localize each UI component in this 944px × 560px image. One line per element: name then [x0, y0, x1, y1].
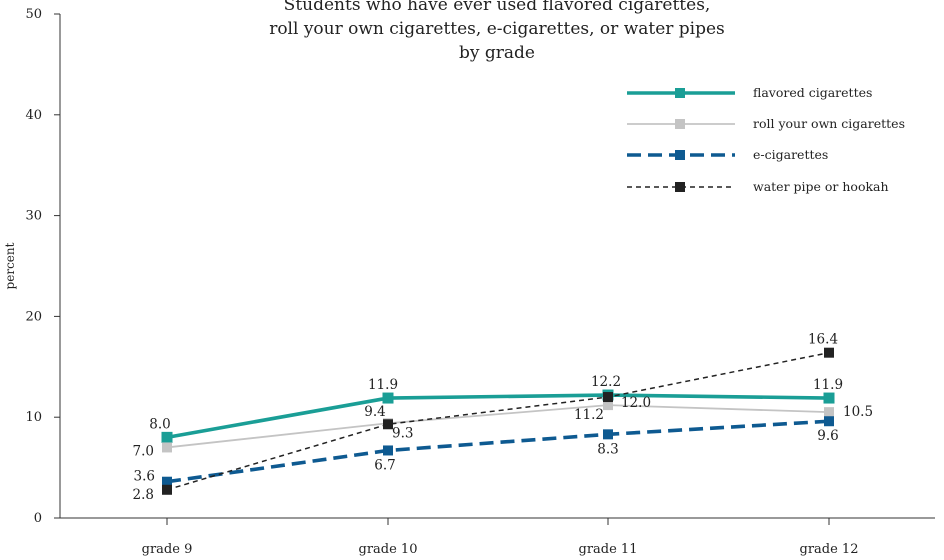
legend-label: water pipe or hookah [753, 179, 889, 194]
series-0-point [382, 392, 394, 404]
data-labels: 8.0 11.9 12.2 11.9 7.0 9.4 11.2 10.5 3.6 6.7 8.3 9.… [133, 332, 874, 503]
data-label: 2.8 [133, 487, 154, 503]
y-axis-label: percent [3, 242, 17, 289]
data-label: 8.3 [597, 441, 618, 457]
series-3-point [383, 419, 393, 430]
legend-label: roll your own cigarettes [753, 116, 905, 131]
data-label: 11.9 [368, 377, 398, 393]
series-3-point [162, 484, 172, 495]
chart-title: Students who have ever used flavored cig… [269, 0, 725, 63]
data-label: 9.4 [364, 404, 385, 420]
legend-swatch-marker [675, 119, 685, 129]
data-label: 12.0 [621, 395, 651, 411]
legend-swatch-marker [675, 88, 685, 98]
series-3-point [603, 392, 613, 403]
series-0-point [161, 431, 173, 443]
chart-title-line: Students who have ever used flavored cig… [284, 0, 711, 15]
axes: 0 10 20 30 40 50 grade 9 grade 10 grade 11 grade … [3, 7, 935, 557]
series-line-1 [166, 404, 830, 449]
x-tick-label: grade 10 [359, 542, 418, 557]
series-1-point [162, 442, 172, 453]
data-label: 11.2 [574, 407, 604, 423]
data-label: 9.6 [817, 428, 838, 444]
x-tick-label: grade 9 [142, 542, 193, 557]
y-tick-label: 0 [34, 511, 42, 526]
legend-label: e-cigarettes [753, 147, 828, 162]
series-2-point [824, 416, 834, 427]
series-line-0 [166, 393, 830, 440]
y-tick-label: 40 [25, 108, 42, 123]
data-label: 7.0 [133, 443, 154, 459]
series-lines [161, 347, 835, 495]
series-0-point [823, 392, 835, 404]
series-line-2 [166, 419, 830, 484]
y-tick-label: 20 [25, 309, 42, 324]
chart-title-line: by grade [459, 43, 535, 63]
data-label: 9.3 [392, 425, 413, 441]
data-label: 16.4 [808, 332, 838, 348]
x-tick-label: grade 11 [579, 542, 638, 557]
legend-swatch-marker [675, 150, 685, 160]
legend: flavored cigarettes roll your own cigaret… [627, 85, 905, 194]
series-1-point [603, 400, 613, 411]
y-tick-label: 30 [25, 209, 42, 224]
y-tick-label: 50 [25, 7, 42, 22]
series-1-point [824, 407, 834, 418]
x-tick-label: grade 12 [800, 542, 859, 557]
data-label: 3.6 [134, 469, 155, 485]
data-label: 6.7 [374, 457, 395, 473]
legend-label: flavored cigarettes [753, 85, 872, 100]
data-label: 12.2 [591, 374, 621, 390]
series-3-point [824, 347, 834, 358]
y-tick-label: 10 [25, 410, 42, 425]
legend-swatch-marker [675, 182, 685, 192]
data-label: 10.5 [843, 404, 873, 420]
chart-title-line: roll your own cigarettes, e-cigarettes, … [269, 19, 725, 39]
data-label: 11.9 [813, 377, 843, 393]
series-2-point [162, 476, 172, 487]
data-label: 8.0 [149, 416, 170, 432]
series-2-point [383, 445, 393, 456]
series-2-point [603, 429, 613, 440]
